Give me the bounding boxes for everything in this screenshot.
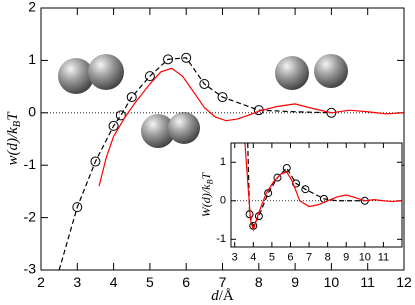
molecule-touching [58, 54, 124, 94]
data-point [144, 71, 155, 82]
x-tick-label: 7 [306, 251, 312, 263]
x-tick-label: 11 [378, 251, 389, 263]
data-point [326, 107, 337, 118]
x-tick-label: 9 [291, 274, 299, 290]
y-axis-label-part: T [199, 171, 213, 179]
y-tick-label: 2 [28, 0, 36, 15]
x-tick-label: 2 [37, 274, 45, 290]
y-tick-label: 1 [220, 156, 226, 168]
data-point [90, 156, 101, 167]
data-point [115, 110, 126, 121]
x-tick-label: 4 [250, 251, 256, 263]
x-axis-label: d/Å [211, 288, 234, 304]
molecule-close [141, 112, 200, 148]
y-axis-label: W(d)/kBT [199, 171, 214, 217]
y-tick-label: 0 [220, 195, 226, 207]
x-tick-label: 5 [269, 251, 275, 263]
data-point [217, 92, 228, 103]
x-tick-label: 5 [146, 274, 154, 290]
y-axis-label-part: B [205, 179, 214, 184]
x-tick-label: 7 [219, 274, 227, 290]
molecule-apart [275, 54, 348, 90]
data-point [301, 185, 310, 194]
x-tick-label: 4 [110, 274, 118, 290]
series-line [98, 67, 404, 187]
x-tick-label: 3 [232, 251, 238, 263]
plot-frame [40, 7, 405, 271]
y-axis-label-part: T [5, 111, 21, 121]
x-tick-label: 6 [287, 251, 293, 263]
x-tick-label: 3 [73, 274, 81, 290]
series-line [58, 57, 332, 270]
x-tick-label: 8 [325, 251, 331, 263]
plot-frame [230, 142, 403, 248]
inset-chart: 3 4 5 6 7 8 9 10 11 -1 0 1 W(d)/kBT [199, 142, 403, 263]
y-tick-label: -3 [24, 261, 37, 277]
x-axis-label-part: d [211, 288, 219, 304]
plot-area [58, 52, 404, 270]
x-tick-label: 12 [396, 274, 412, 290]
y-axis-label-part: w(d)/k [5, 127, 21, 166]
x-tick-label: 9 [343, 251, 349, 263]
y-axis-label-part: W(d)/k [199, 184, 213, 217]
y-axis-label: w(d)/kBT [5, 111, 23, 166]
series-line [244, 143, 402, 232]
data-point [199, 78, 210, 89]
data-point [163, 54, 174, 65]
data-point [273, 173, 282, 182]
data-point [181, 52, 192, 63]
y-tick-label: -1 [24, 156, 37, 172]
data-point [108, 120, 119, 131]
y-axis-label-part: B [13, 120, 24, 127]
plot-area [244, 143, 402, 232]
x-tick-label: 10 [324, 274, 340, 290]
y-tick-label: 0 [28, 104, 36, 120]
x-tick-label: 8 [255, 274, 263, 290]
data-point [126, 92, 137, 103]
x-tick-label: 10 [359, 251, 371, 263]
y-tick-label: -2 [24, 208, 37, 224]
x-tick-label: 6 [182, 274, 190, 290]
y-tick-label: -1 [216, 233, 226, 245]
x-tick-label: 11 [360, 274, 375, 290]
y-tick-label: 1 [28, 51, 36, 67]
x-axis-label-part: /Å [219, 288, 234, 304]
data-point [72, 202, 83, 213]
